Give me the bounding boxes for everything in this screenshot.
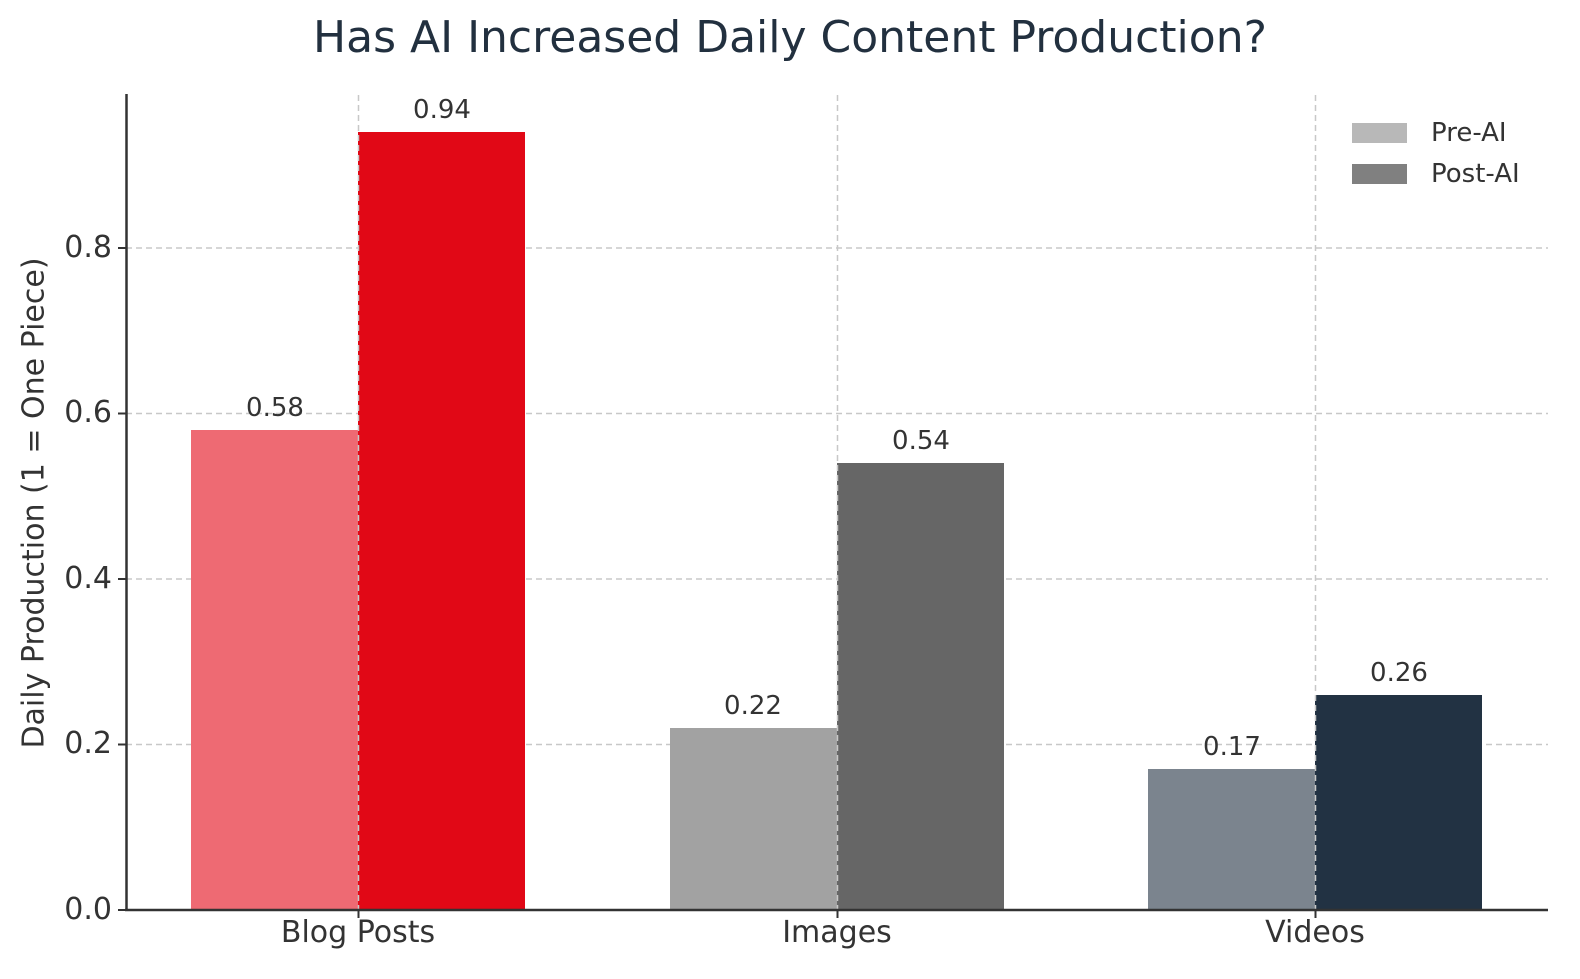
bar-videos-pre-ai bbox=[1148, 769, 1315, 910]
legend-label: Post-AI bbox=[1431, 158, 1520, 189]
bar-blog-posts-post-ai bbox=[358, 132, 525, 910]
bar-value-label: 0.26 bbox=[1370, 658, 1428, 688]
bars bbox=[191, 132, 1482, 910]
bar-images-post-ai bbox=[837, 463, 1004, 910]
x-tick-label-blog-posts: Blog Posts bbox=[280, 915, 436, 950]
y-tick-label: 0.6 bbox=[64, 395, 112, 430]
bar-blog-posts-pre-ai bbox=[191, 430, 358, 910]
legend: Pre-AI Post-AI bbox=[1352, 112, 1520, 194]
legend-item-post-ai: Post-AI bbox=[1352, 153, 1520, 194]
legend-label: Pre-AI bbox=[1431, 117, 1507, 148]
y-tick-marks bbox=[118, 247, 126, 911]
x-tick-marks bbox=[357, 910, 1317, 918]
bar-value-label: 0.94 bbox=[413, 95, 471, 125]
y-axis-label: Daily Production (1 = One Piece) bbox=[16, 257, 52, 749]
y-tick-label: 0.2 bbox=[64, 726, 112, 761]
bar-videos-post-ai bbox=[1315, 695, 1482, 910]
bar-value-label: 0.58 bbox=[246, 393, 304, 423]
y-tick-label: 0.4 bbox=[64, 561, 112, 596]
bar-images-pre-ai bbox=[670, 728, 837, 910]
legend-swatch-post-ai bbox=[1352, 163, 1407, 184]
y-tick-label: 0.0 bbox=[64, 892, 112, 927]
chart-title: Has AI Increased Daily Content Productio… bbox=[313, 12, 1267, 63]
x-tick-label-videos: Videos bbox=[1265, 915, 1365, 950]
x-tick-label-images: Images bbox=[782, 915, 892, 950]
bar-value-label: 0.22 bbox=[724, 691, 782, 721]
y-tick-label: 0.8 bbox=[64, 230, 112, 265]
legend-swatch-pre-ai bbox=[1352, 122, 1407, 143]
bar-value-label: 0.54 bbox=[892, 426, 950, 456]
vertical-gridlines bbox=[357, 95, 1317, 910]
bar-value-label: 0.17 bbox=[1203, 732, 1261, 762]
legend-item-pre-ai: Pre-AI bbox=[1352, 112, 1520, 153]
